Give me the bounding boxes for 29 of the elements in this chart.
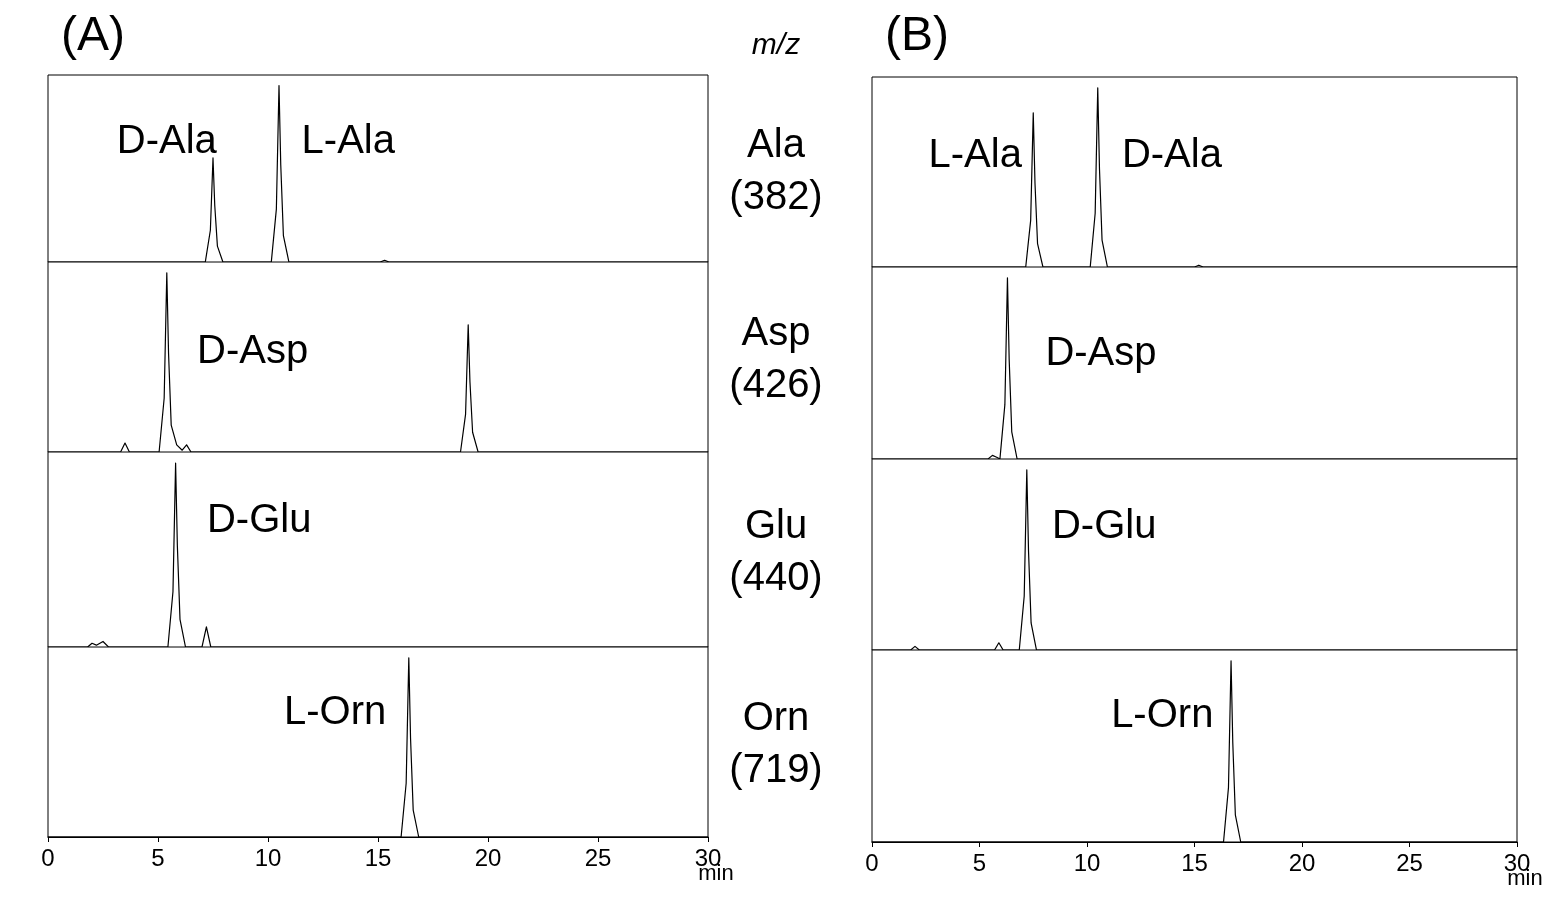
annotation: D-Asp (197, 327, 309, 372)
annotation: L-Orn (1111, 691, 1214, 736)
text: m/z (751, 26, 801, 60)
annotation: D-Glu (206, 496, 312, 541)
annotation: D-Ala (116, 116, 218, 161)
chart-title: (A) (61, 6, 125, 60)
x-tick-label: 0 (865, 848, 879, 876)
text: Orn (719) (729, 694, 823, 790)
annotation: D-Asp (1045, 329, 1157, 374)
annotation: D-Ala (1121, 131, 1223, 175)
chart-title: (B) (885, 6, 949, 60)
x-tick-label: 25 (584, 843, 612, 871)
annotation: L-Ala (928, 131, 1023, 175)
x-tick-label: 10 (254, 843, 282, 871)
annotation: D-Glu (1051, 501, 1157, 546)
x-tick-label: 0 (41, 843, 55, 871)
text: Asp (426) (729, 309, 823, 405)
x-tick-label: 15 (364, 843, 392, 871)
annotation: L-Ala (301, 116, 396, 161)
x-tick-label: 15 (1181, 848, 1208, 876)
annotation: L-Orn (283, 687, 387, 732)
text: Ala (382) (729, 120, 823, 217)
x-tick-label: 5 (151, 843, 165, 871)
x-tick-label: 25 (1396, 848, 1423, 876)
x-tick-label: 20 (1288, 848, 1316, 876)
x-tick-label: 5 (972, 848, 987, 876)
x-tick-label: 20 (474, 843, 502, 871)
text: Glu (440) (729, 501, 823, 598)
x-tick-label: 10 (1073, 848, 1101, 876)
